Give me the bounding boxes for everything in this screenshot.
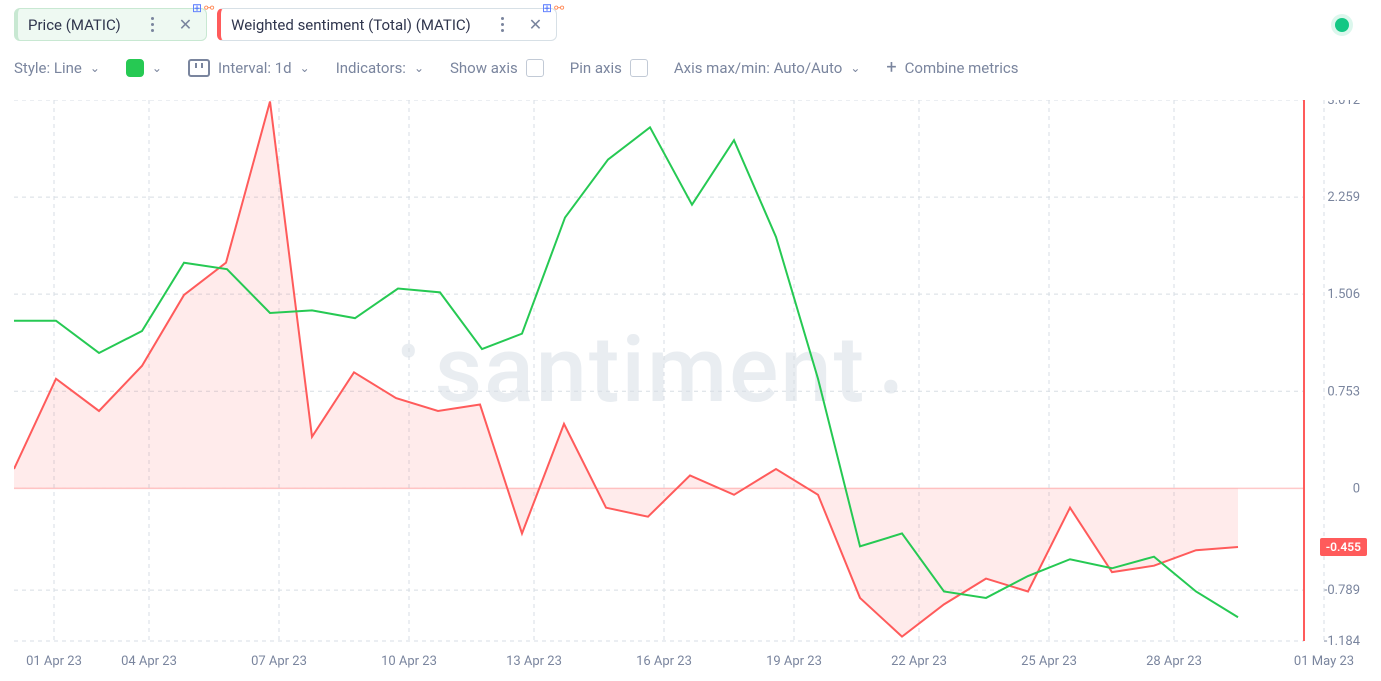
chevron-down-icon: ⌄	[90, 61, 100, 75]
style-label: Style: Line	[14, 59, 82, 77]
close-icon[interactable]: ✕	[175, 15, 196, 34]
svg-text:19 Apr 23: 19 Apr 23	[766, 654, 822, 669]
pin-axis-label: Pin axis	[570, 59, 622, 77]
y-axis-current-badge: -0.455	[1320, 538, 1367, 556]
link-icon: ⚯	[204, 1, 214, 15]
ruler-icon: ⊞	[542, 1, 552, 15]
metric-pill-sentiment[interactable]: Weighted sentiment (Total) (MATIC) ✕ ⊞ ⚯	[217, 8, 557, 41]
svg-text:1.506: 1.506	[1327, 287, 1360, 302]
svg-text:07 Apr 23: 07 Apr 23	[251, 654, 307, 669]
chart-area: •santiment• 3.0122.2591.5060.7530-0.789-…	[14, 100, 1367, 681]
more-icon[interactable]	[145, 17, 161, 32]
svg-text:-0.789: -0.789	[1324, 583, 1360, 598]
link-icon: ⚯	[554, 1, 564, 15]
svg-text:22 Apr 23: 22 Apr 23	[891, 654, 947, 669]
pill-badge-icons: ⊞ ⚯	[542, 1, 564, 15]
pill-badge-icons: ⊞ ⚯	[192, 1, 214, 15]
svg-text:13 Apr 23: 13 Apr 23	[506, 654, 562, 669]
color-dropdown[interactable]: ⌄	[126, 59, 162, 77]
metric-pills-row: Price (MATIC) ✕ ⊞ ⚯ Weighted sentiment (…	[0, 0, 1381, 41]
checkbox[interactable]	[630, 59, 648, 77]
svg-text:16 Apr 23: 16 Apr 23	[636, 654, 692, 669]
svg-text:10 Apr 23: 10 Apr 23	[381, 654, 437, 669]
metric-pill-price[interactable]: Price (MATIC) ✕ ⊞ ⚯	[14, 8, 207, 41]
pill-label: Weighted sentiment (Total) (MATIC)	[231, 16, 471, 34]
chevron-down-icon: ⌄	[300, 61, 310, 75]
plus-icon: +	[886, 59, 896, 77]
chevron-down-icon: ⌄	[152, 61, 162, 75]
show-axis-label: Show axis	[450, 59, 518, 77]
svg-text:01 Apr 23: 01 Apr 23	[26, 654, 82, 669]
style-dropdown[interactable]: Style: Line ⌄	[14, 59, 100, 77]
chart-toolbar: Style: Line ⌄ ⌄ Interval: 1d ⌄ Indicator…	[0, 41, 1381, 92]
svg-text:01 May 23: 01 May 23	[1294, 654, 1354, 669]
chevron-down-icon: ⌄	[414, 61, 424, 75]
calendar-icon	[188, 59, 210, 77]
chevron-down-icon: ⌄	[850, 61, 860, 75]
line-chart-svg: 3.012 2.259 1.506 0.753 0 -0.789 -1.184 01 Apr …	[14, 100, 1367, 681]
checkbox[interactable]	[526, 59, 544, 77]
close-icon[interactable]: ✕	[525, 15, 546, 34]
color-swatch	[126, 59, 144, 77]
ruler-icon: ⊞	[192, 1, 202, 15]
interval-dropdown[interactable]: Interval: 1d ⌄	[188, 59, 310, 77]
svg-text:04 Apr 23: 04 Apr 23	[121, 654, 177, 669]
svg-text:3.012: 3.012	[1327, 100, 1360, 108]
interval-label: Interval: 1d	[218, 59, 292, 77]
more-icon[interactable]	[495, 17, 511, 32]
svg-text:0.753: 0.753	[1327, 384, 1360, 399]
show-axis-toggle[interactable]: Show axis	[450, 59, 544, 77]
combine-label: Combine metrics	[905, 59, 1019, 77]
indicators-dropdown[interactable]: Indicators: ⌄	[336, 59, 424, 77]
svg-text:25 Apr 23: 25 Apr 23	[1021, 654, 1077, 669]
svg-text:-1.184: -1.184	[1324, 634, 1361, 649]
status-indicator	[1335, 18, 1349, 32]
axis-minmax-label: Axis max/min: Auto/Auto	[674, 59, 843, 77]
svg-text:0: 0	[1353, 481, 1360, 496]
pill-label: Price (MATIC)	[28, 16, 121, 34]
combine-metrics-button[interactable]: + Combine metrics	[886, 59, 1018, 77]
pin-axis-toggle[interactable]: Pin axis	[570, 59, 648, 77]
svg-text:28 Apr 23: 28 Apr 23	[1146, 654, 1202, 669]
indicators-label: Indicators:	[336, 59, 406, 77]
axis-minmax-dropdown[interactable]: Axis max/min: Auto/Auto ⌄	[674, 59, 861, 77]
svg-text:2.259: 2.259	[1327, 190, 1360, 205]
